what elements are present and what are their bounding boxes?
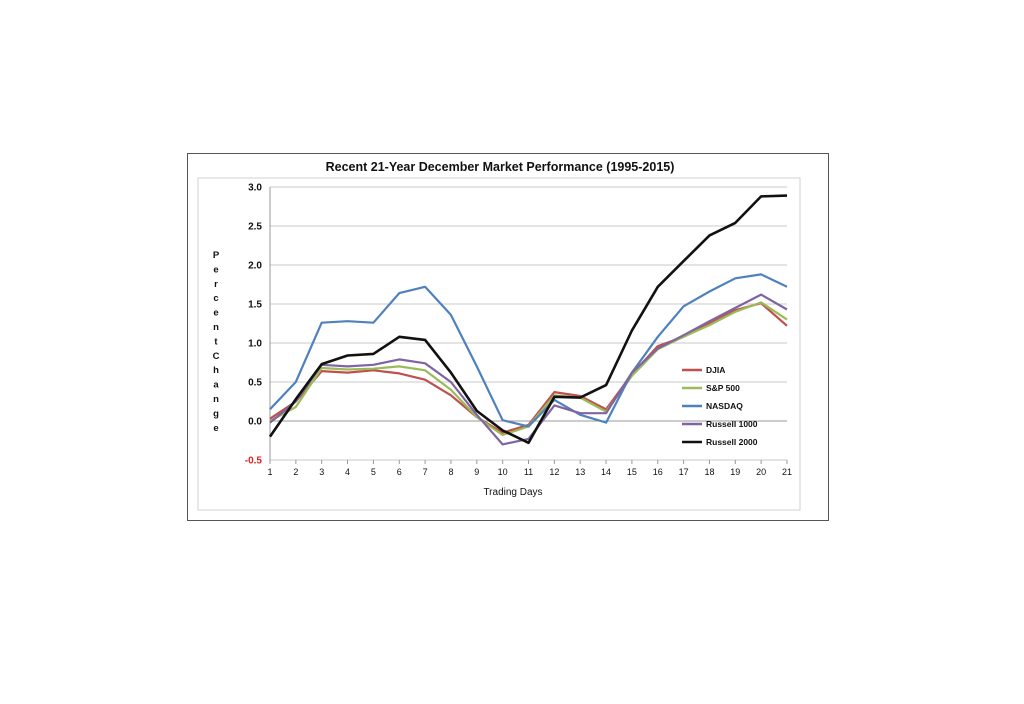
y-axis-label-char: r [214,279,218,290]
x-tick-label: 3 [319,467,324,477]
x-tick-label: 4 [345,467,350,477]
legend-label: NASDAQ [706,401,743,411]
legend-label: Russell 1000 [706,419,758,429]
x-tick-label: 2 [293,467,298,477]
x-tick-label: 1 [267,467,272,477]
y-tick-label: 3.0 [248,183,262,194]
y-tick-label: 0.0 [248,417,262,428]
line-chart: Recent 21-Year December Market Performan… [197,160,801,511]
y-tick-label: 1.0 [248,339,262,350]
x-tick-label: 13 [575,467,585,477]
y-tick-label: 2.0 [248,261,262,272]
x-tick-label: 11 [524,467,533,477]
chart-title: Recent 21-Year December Market Performan… [326,160,675,174]
x-tick-label: 18 [704,467,714,477]
x-tick-label: 8 [448,467,453,477]
y-axis-label-char: a [213,380,219,391]
y-axis-label-char: e [213,308,218,319]
legend-label: S&P 500 [706,383,740,393]
y-axis-label-char: e [213,423,218,434]
series-line-nasdaq [269,273,788,428]
series-line-russell-1000 [269,293,788,446]
x-tick-label: 14 [601,467,611,477]
x-tick-label: 7 [423,467,428,477]
series-lines [268,194,788,446]
y-axis-ticks: 3.0 2.5 2.0 1.5 1.0 0.5 0.0 -0.5 [245,183,263,467]
y-axis-label-char: C [213,351,220,362]
plot-area-border [197,177,801,511]
x-tick-label: 6 [397,467,402,477]
x-axis-label: Trading Days [483,487,542,498]
y-axis-label-char: e [213,264,218,275]
y-axis-label-char: n [213,322,219,333]
gridlines [269,186,787,461]
x-tick-label: 17 [679,467,689,477]
x-tick-label: 9 [474,467,479,477]
x-tick-label: 12 [549,467,559,477]
y-axis-label-char: g [213,408,219,419]
x-tick-label: 10 [498,467,508,477]
y-axis-label-char: t [214,336,218,347]
y-tick-label: 0.5 [248,378,262,389]
legend-label: Russell 2000 [706,437,758,447]
x-tick-label: 21 [782,467,792,477]
x-tick-label: 19 [730,467,740,477]
y-tick-label: 1.5 [248,300,262,311]
series-line-russell-2000 [268,194,788,445]
y-tick-label: 2.5 [248,222,262,233]
legend-label: DJIA [706,365,725,375]
x-tick-label: 15 [627,467,637,477]
chart-frame: Recent 21-Year December Market Performan… [187,153,829,521]
y-axis-label-char: c [213,293,218,304]
y-axis-label-char: n [213,394,219,405]
x-axis-ticks: 1 2 3 4 5 6 7 8 9 10 11 12 13 14 15 16 17 18 19 20 21 [267,460,792,477]
y-tick-label: -0.5 [245,456,263,467]
legend: DJIA S&P 500 NASDAQ Russell 1000 Russell 200… [682,365,758,447]
y-axis-label-char: h [213,365,219,376]
x-tick-label: 16 [653,467,663,477]
y-axis-label-char: P [213,250,220,261]
x-tick-label: 5 [371,467,376,477]
x-tick-label: 20 [756,467,766,477]
